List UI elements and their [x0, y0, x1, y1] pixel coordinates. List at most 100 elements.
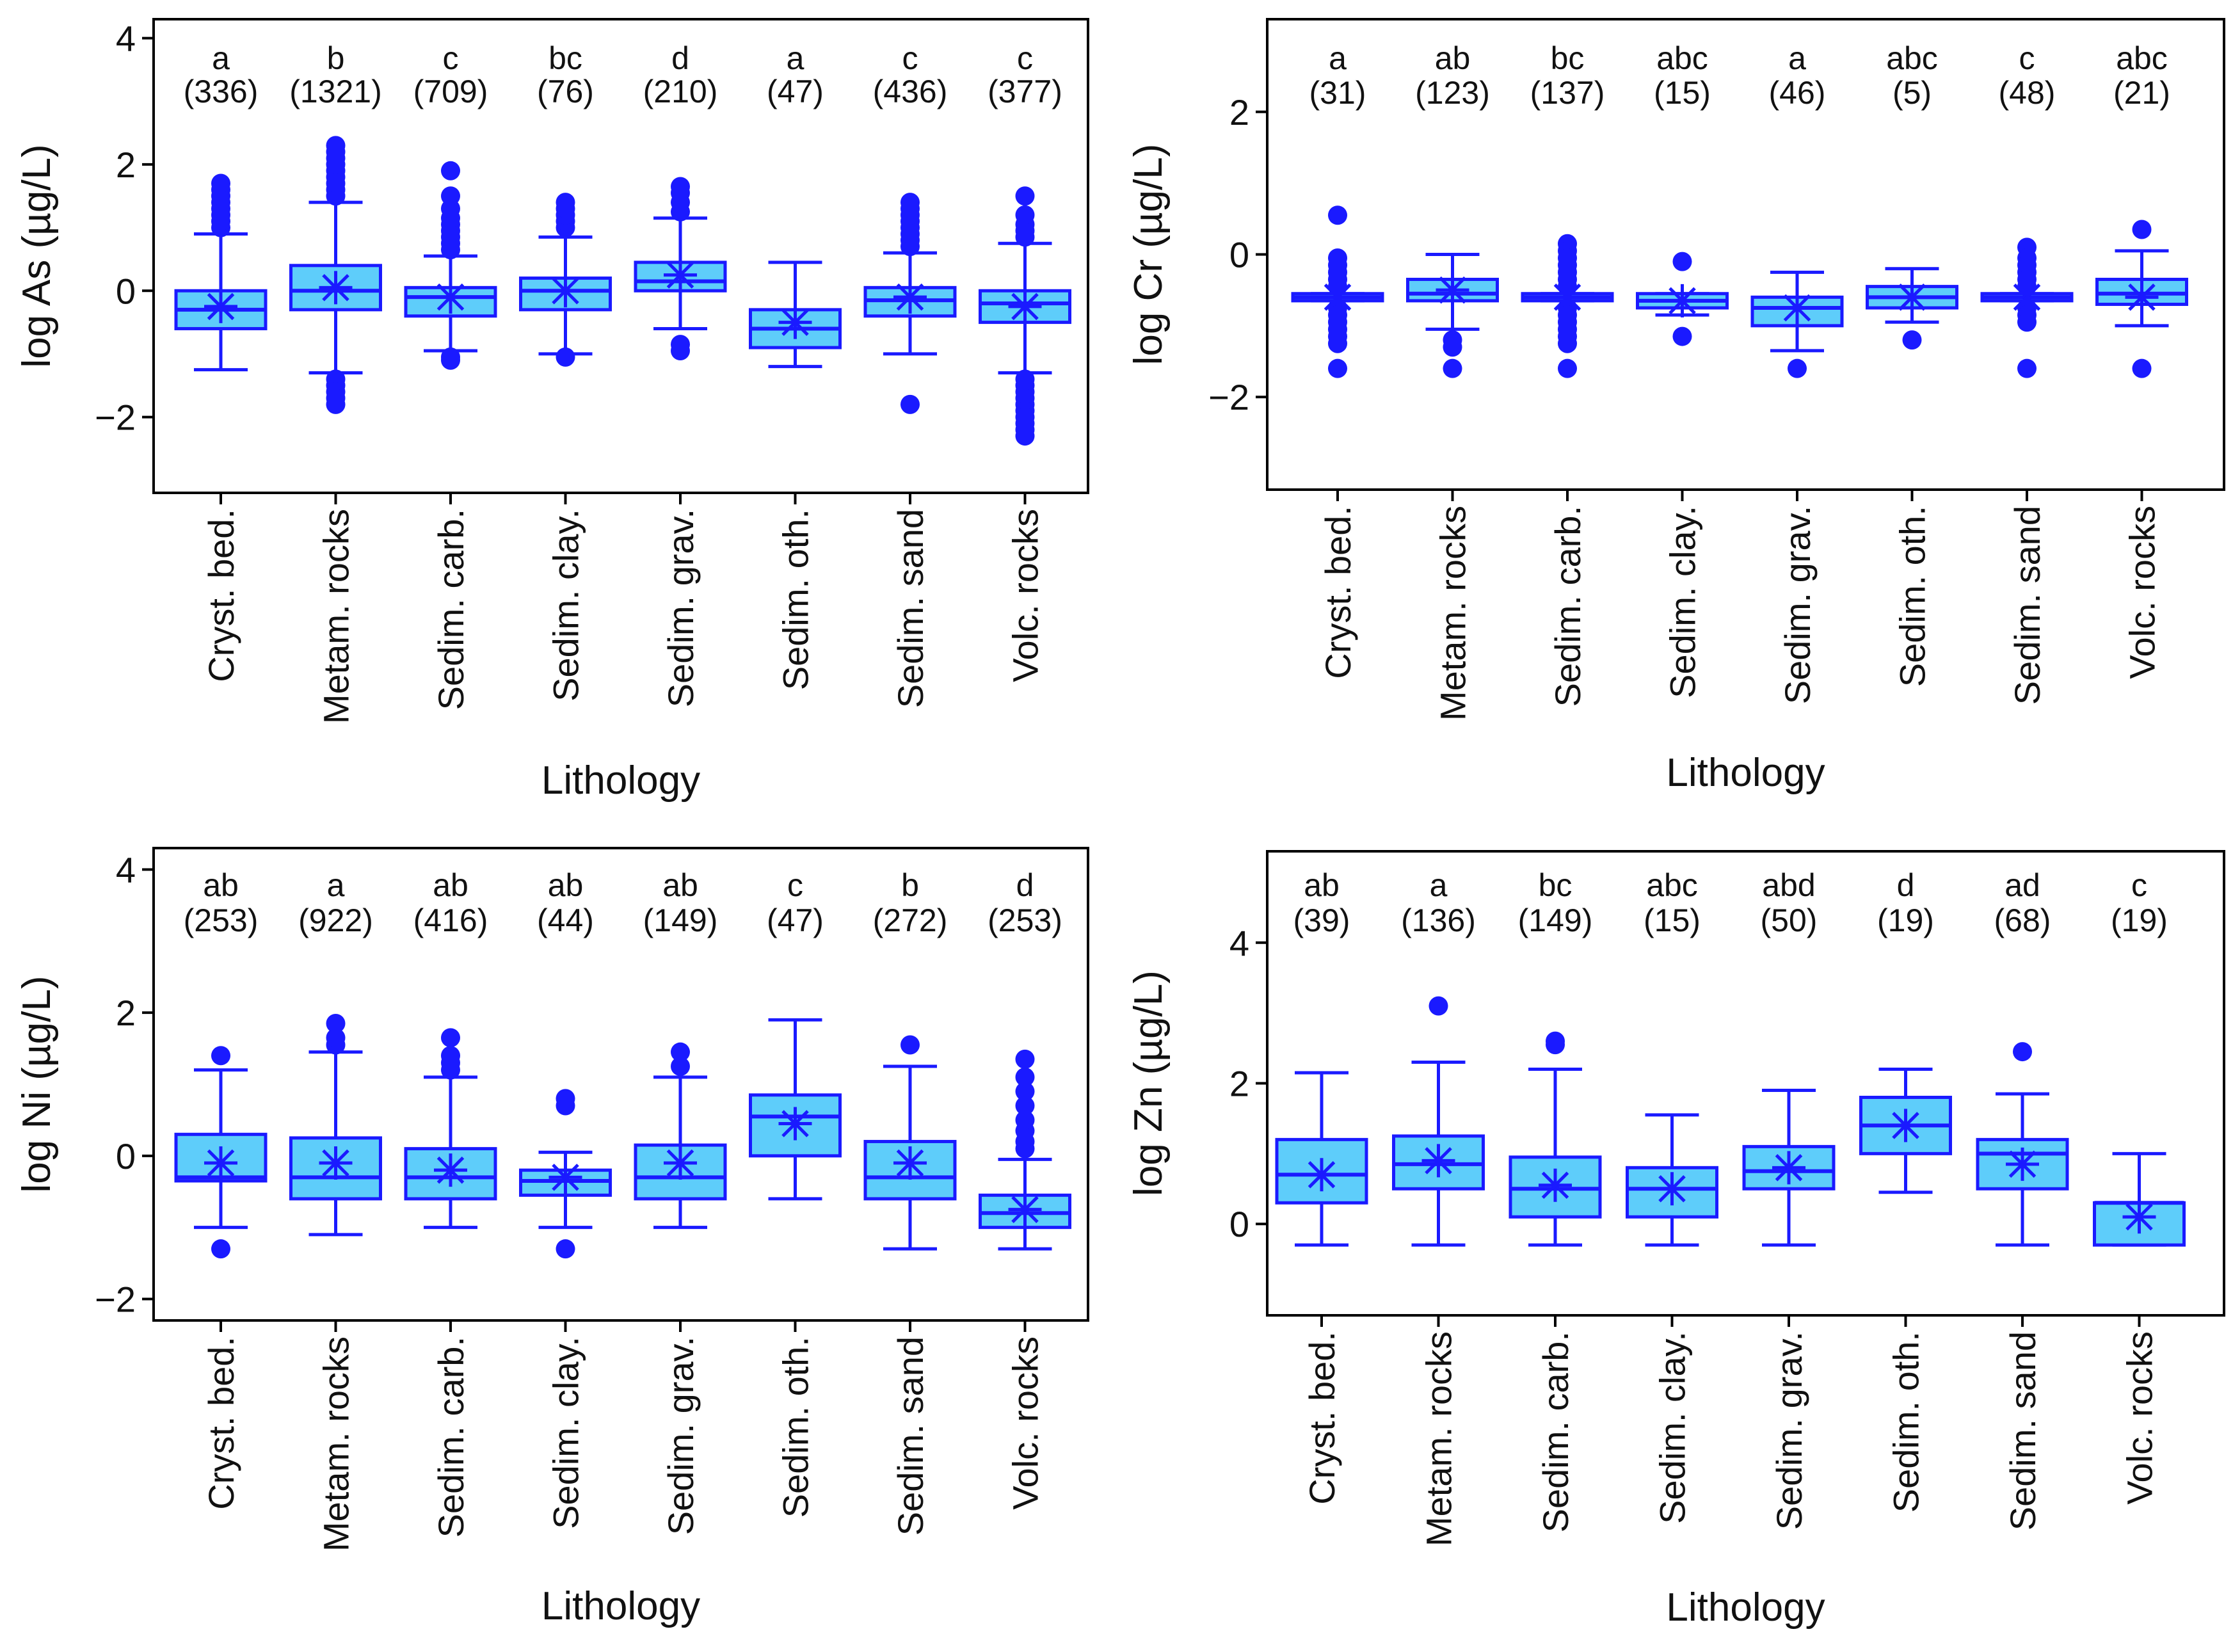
category-label: Volc. rocks: [2122, 506, 2163, 679]
y-axis-label-prefix: log: [15, 1129, 59, 1193]
sample-count: (68): [1994, 902, 2051, 938]
y-axis-label: log Zn (µg/L): [1126, 970, 1171, 1196]
x-axis-label: Lithology: [1666, 751, 1825, 795]
mean-marker: [204, 1146, 237, 1180]
outlier-point: [1015, 1110, 1035, 1130]
outlier-point: [2132, 358, 2152, 378]
sample-count: (336): [184, 74, 259, 109]
y-tick-label: 2: [1229, 1064, 1249, 1104]
group-letter: a: [1788, 40, 1806, 76]
outlier-point: [1672, 326, 1692, 346]
category-label: Sedim. oth.: [776, 1336, 816, 1518]
sample-count: (31): [1309, 75, 1366, 111]
category-label: Volc. rocks: [1005, 509, 1046, 682]
group-letter: ab: [662, 867, 698, 903]
mean-marker: [664, 1146, 697, 1180]
box-3: [1521, 234, 1614, 378]
group-letter: b: [327, 40, 345, 76]
group-letter: d: [1016, 867, 1034, 903]
sample-count: (436): [873, 74, 948, 109]
mean-marker: [778, 305, 812, 339]
outlier-point: [441, 1028, 460, 1048]
mean-marker: [1008, 289, 1042, 323]
category-label: Volc. rocks: [1005, 1336, 1046, 1510]
outlier-point: [211, 1239, 230, 1259]
outlier-point: [671, 341, 690, 360]
group-letter: c: [1017, 40, 1033, 76]
category-label: Sedim. carb.: [1548, 506, 1588, 707]
outlier-point: [1015, 1049, 1035, 1069]
group-letter: bc: [548, 40, 582, 76]
box-4: [519, 1089, 612, 1259]
box-6: [749, 261, 842, 369]
y-tick-label: −2: [95, 397, 136, 438]
outlier-point: [1015, 186, 1035, 206]
plot-frame: [1266, 18, 2225, 491]
category-label: Metam. rocks: [316, 509, 356, 724]
mean-marker: [1655, 1172, 1689, 1206]
outlier-point: [1328, 333, 1347, 353]
outlier-point: [2017, 277, 2037, 296]
sample-count: (47): [767, 74, 824, 109]
group-letter: a: [1329, 40, 1347, 76]
outlier-point: [326, 394, 346, 414]
box-2: [289, 1013, 382, 1237]
y-axis-label-prefix: log: [1126, 301, 1171, 365]
outlier-point: [556, 193, 575, 213]
mean-marker: [1889, 1109, 1923, 1143]
sample-count: (15): [1654, 75, 1711, 111]
box-7: [1976, 1042, 2069, 1247]
box-3: [404, 161, 497, 370]
group-letter: c: [902, 40, 918, 76]
outlier-point: [671, 1057, 690, 1077]
sample-count: (19): [2111, 902, 2168, 938]
category-label: Sedim. grav.: [1769, 1331, 1809, 1530]
outlier-point: [441, 1046, 460, 1066]
box-6: [749, 1018, 842, 1201]
sample-count: (922): [298, 902, 373, 938]
y-tick-label: 0: [116, 1136, 136, 1176]
sample-count: (1321): [289, 74, 382, 109]
y-tick-label: −2: [95, 1279, 136, 1319]
mean-marker: [664, 258, 697, 292]
y-axis-label-element: Zn: [1126, 1075, 1171, 1132]
group-letter: abd: [1762, 867, 1815, 903]
sample-count: (76): [537, 74, 594, 109]
category-label: Sedim. clay.: [1663, 506, 1703, 698]
box-4: [519, 193, 612, 367]
mean-marker: [1772, 1151, 1805, 1185]
x-axis-label: Lithology: [541, 1584, 700, 1628]
outlier-point: [1015, 426, 1035, 446]
y-tick-label: 4: [116, 850, 136, 890]
category-label: Sedim. carb.: [1535, 1331, 1576, 1532]
sample-count: (123): [1415, 75, 1490, 111]
y-axis-label-unit: (µg/L): [1126, 970, 1171, 1075]
box-4: [1636, 252, 1729, 346]
box-1: [174, 1046, 268, 1259]
panel-zn: 4 2 0 log Zn (µg/L) Lithology Cryst. bed. ab(3…: [1126, 850, 2225, 1630]
sample-count: (44): [537, 902, 594, 938]
y-axis-label: log As (µg/L): [15, 144, 59, 367]
y-tick-label: 0: [1229, 1204, 1249, 1244]
category-label: Sedim. oth.: [776, 509, 816, 690]
sample-count: (149): [643, 902, 718, 938]
category-label: Sedim. clay.: [546, 1336, 586, 1529]
mean-marker: [319, 271, 353, 305]
category-label: Sedim. sand: [2003, 1331, 2043, 1530]
mean-marker: [1895, 280, 1929, 314]
outlier-point: [1558, 333, 1577, 353]
category-label: Sedim. carb.: [431, 509, 471, 710]
category-label: Cryst. bed.: [1302, 1331, 1342, 1505]
sample-count: (709): [413, 74, 488, 109]
box-7: [863, 1035, 957, 1251]
sample-count: (21): [2113, 75, 2170, 111]
box-5: [1750, 270, 1844, 378]
outlier-point: [326, 1013, 346, 1033]
y-axis-label-element: As: [15, 249, 59, 307]
box-5: [634, 177, 727, 360]
group-letter: a: [787, 40, 804, 76]
outlier-point: [1558, 358, 1577, 378]
group-letter: abc: [2116, 40, 2168, 76]
mean-marker: [2125, 280, 2159, 314]
y-axis-label-element: Cr: [1126, 248, 1171, 301]
